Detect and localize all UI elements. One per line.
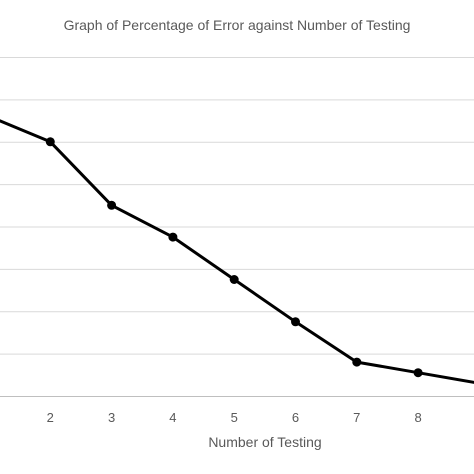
x-tick-label: 8 <box>414 410 421 425</box>
chart-title: Graph of Percentage of Error against Num… <box>64 17 411 33</box>
gridlines <box>0 57 474 397</box>
x-tick-label: 6 <box>292 410 299 425</box>
x-tick-label: 3 <box>108 410 115 425</box>
series-line-layer <box>0 119 474 384</box>
data-point <box>45 137 55 147</box>
x-tick-label: 7 <box>353 410 360 425</box>
x-tick-label: 5 <box>231 410 238 425</box>
data-point <box>352 357 362 367</box>
x-tick-labels: 2 3 4 5 6 7 8 <box>47 410 422 425</box>
data-point <box>413 368 423 378</box>
data-point <box>291 317 300 327</box>
x-tick-label: 4 <box>169 410 176 425</box>
data-point <box>229 275 239 284</box>
data-points <box>45 137 423 378</box>
series-line <box>0 119 474 384</box>
data-point <box>168 232 178 242</box>
x-axis-label: Number of Testing <box>208 434 321 450</box>
data-point <box>107 200 117 210</box>
x-tick-label: 2 <box>47 410 54 425</box>
